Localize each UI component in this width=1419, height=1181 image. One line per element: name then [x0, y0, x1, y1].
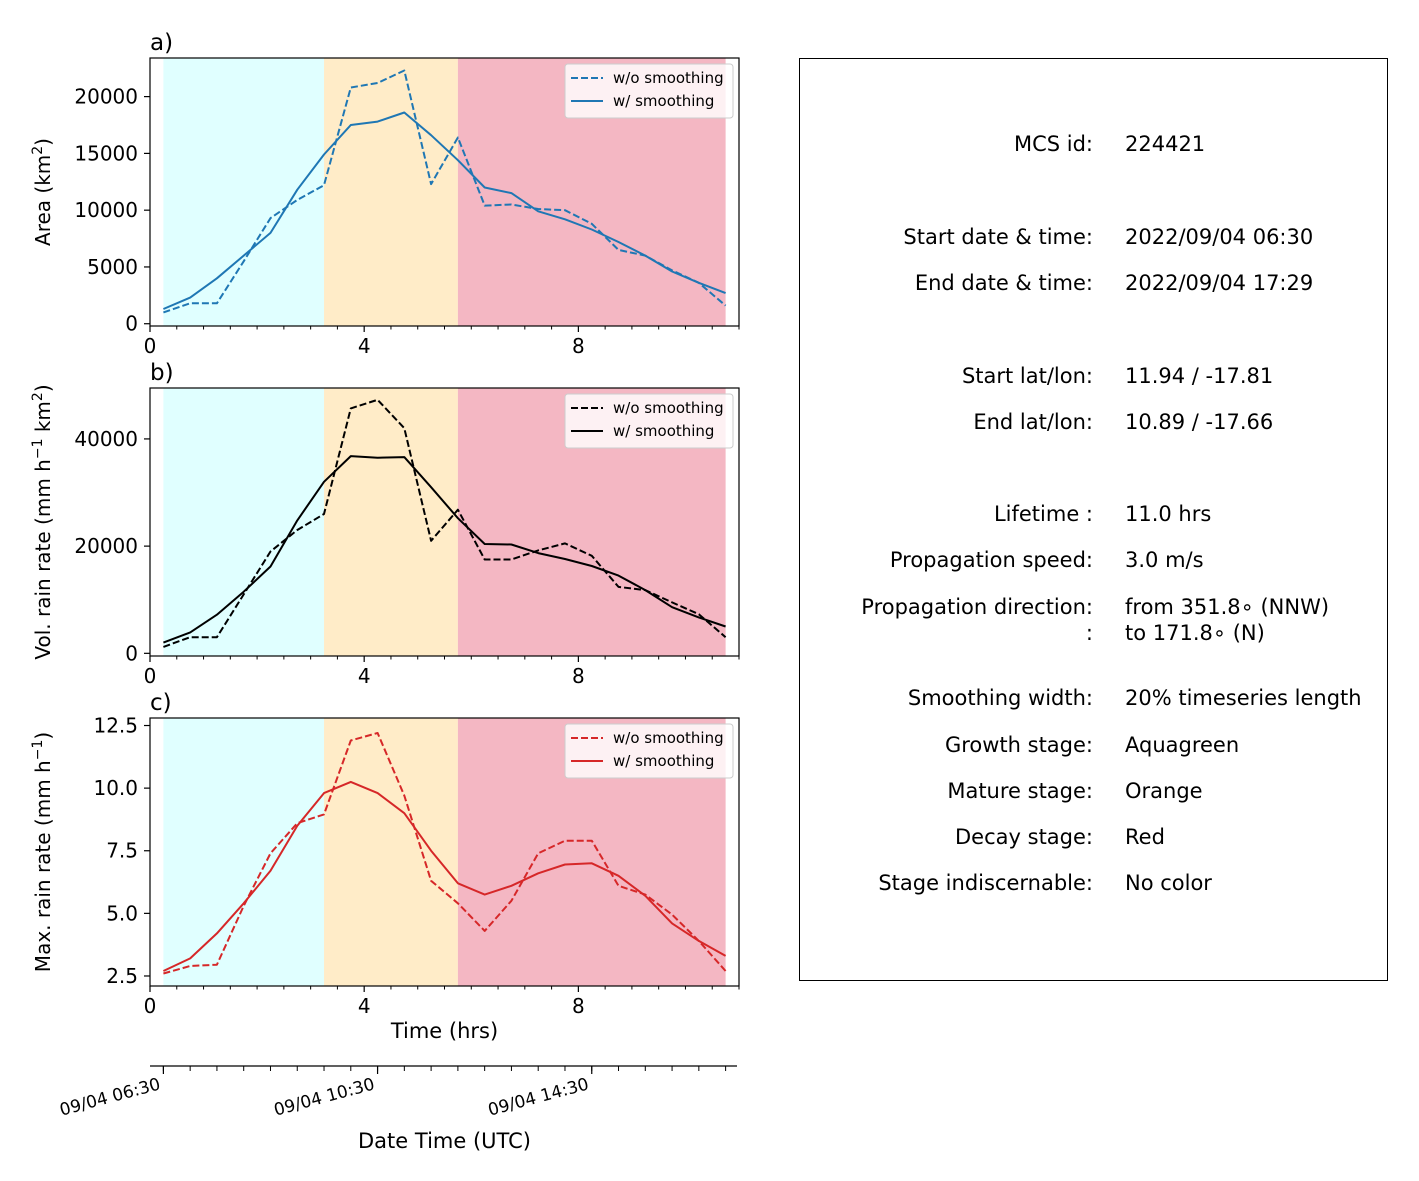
- y-tick-label: 12.5: [93, 714, 138, 738]
- legend-box: [564, 393, 734, 449]
- legend-label: w/o smoothing: [613, 729, 724, 747]
- info-key: Start lat/lon:: [961, 364, 1093, 388]
- info-panel: MCS id: 224421 Start date & time: 2022/0…: [799, 58, 1388, 981]
- y-axis-label-superscript: 2: [30, 392, 46, 401]
- series-line-unsmoothed: [163, 732, 727, 975]
- datetime-tick-label: 09/04 06:30: [58, 1075, 163, 1121]
- y-tick-label: 7.5: [106, 839, 138, 863]
- y-axis-label-text: ): [31, 138, 55, 146]
- info-key: Stage indiscernable:: [878, 871, 1093, 895]
- y-tick-label: 20000: [74, 534, 138, 558]
- y-axis-label-text: Vol. rain rate (mm h: [31, 459, 55, 660]
- y-tick-label: 10000: [74, 198, 138, 222]
- y-tick-label: 20000: [74, 85, 138, 109]
- info-key: Propagation direction:: [861, 595, 1093, 619]
- info-key: Propagation speed:: [889, 548, 1093, 572]
- info-key: Start date & time:: [903, 225, 1093, 249]
- stage-band-aquagreen: [163, 58, 325, 326]
- legend-label: w/ smoothing: [613, 92, 714, 110]
- y-tick-label: 0: [125, 641, 138, 665]
- y-tick-label: 0: [125, 312, 138, 336]
- info-value: 3.0 m/s: [1125, 548, 1204, 572]
- info-value: 11.94 / -17.81: [1125, 364, 1274, 388]
- info-value: Orange: [1125, 779, 1203, 803]
- y-tick-label: 10.0: [93, 776, 138, 800]
- info-key: Lifetime :: [993, 502, 1093, 526]
- x-axis-label: Time (hrs): [390, 1019, 498, 1043]
- x-tick-label: 8: [572, 334, 585, 358]
- info-key: MCS id:: [1013, 132, 1093, 156]
- legend-label: w/o smoothing: [613, 69, 724, 87]
- series-line-smoothed: [163, 111, 726, 310]
- y-axis-label: Area (km2): [30, 138, 55, 246]
- x-tick-label: 4: [358, 664, 371, 688]
- legend-box: [564, 63, 734, 119]
- y-axis-label-superscript: 2: [30, 146, 46, 155]
- y-axis-label-text: Area (km: [31, 155, 55, 246]
- info-key: Smoothing width:: [907, 686, 1093, 710]
- x-tick-label: 0: [144, 994, 157, 1018]
- info-value: 20% timeseries length: [1125, 686, 1362, 710]
- y-axis-label-text: ): [31, 732, 55, 740]
- x-tick-label: 0: [144, 664, 157, 688]
- info-value: 11.0 hrs: [1125, 502, 1212, 526]
- y-axis-label-superscript: −1: [30, 740, 46, 761]
- info-key: End lat/lon:: [973, 410, 1093, 434]
- x-tick-label: 8: [572, 994, 585, 1018]
- y-axis-label-text: ): [31, 384, 55, 392]
- legend-label: w/o smoothing: [613, 399, 724, 417]
- y-tick-label: 15000: [74, 141, 138, 165]
- info-value: 2022/09/04 17:29: [1125, 271, 1314, 295]
- y-axis-label-superscript: −1: [30, 439, 46, 460]
- y-axis-label-text: Max. rain rate (mm h: [31, 760, 55, 972]
- info-value: 224421: [1125, 132, 1206, 156]
- info-value: to 171.8∘ (N): [1125, 621, 1265, 645]
- y-tick-label: 2.5: [106, 964, 138, 988]
- info-key: Growth stage:: [944, 733, 1093, 757]
- x-tick-label: 4: [358, 334, 371, 358]
- datetime-axis-label: Date Time (UTC): [358, 1129, 531, 1153]
- panel-label: a): [150, 30, 173, 56]
- stage-band-orange: [324, 58, 458, 326]
- info-value: No color: [1125, 871, 1212, 895]
- info-key: Decay stage:: [955, 825, 1093, 849]
- y-tick-label: 5.0: [106, 901, 138, 925]
- info-value: Aquagreen: [1125, 733, 1240, 757]
- legend-box: [564, 723, 734, 779]
- legend-label: w/ smoothing: [613, 752, 714, 770]
- panel-label: c): [150, 690, 172, 716]
- y-tick-label: 5000: [87, 255, 138, 279]
- info-value: 10.89 / -17.66: [1125, 410, 1274, 434]
- stage-band-aquagreen: [163, 718, 325, 986]
- info-value: from 351.8∘ (NNW): [1125, 595, 1330, 619]
- info-key: Mature stage:: [947, 779, 1093, 803]
- x-tick-label: 0: [144, 334, 157, 358]
- stage-band-orange: [324, 388, 458, 656]
- stage-band-aquagreen: [163, 388, 325, 656]
- info-value: Red: [1125, 825, 1165, 849]
- series-line-smoothed: [162, 780, 727, 972]
- y-axis-label: Max. rain rate (mm h−1): [30, 732, 55, 972]
- series-line-unsmoothed: [163, 398, 727, 648]
- panel-label: b): [150, 360, 174, 386]
- y-tick-label: 40000: [74, 427, 138, 451]
- datetime-tick-label: 09/04 10:30: [272, 1075, 377, 1121]
- x-tick-label: 8: [572, 664, 585, 688]
- info-key: :: [1085, 621, 1093, 645]
- info-value: 2022/09/04 06:30: [1125, 225, 1314, 249]
- series-line-smoothed: [163, 455, 726, 644]
- x-tick-label: 4: [358, 994, 371, 1018]
- y-axis-label: Vol. rain rate (mm h−1 km2): [30, 384, 55, 659]
- info-key: End date & time:: [914, 271, 1093, 295]
- legend-label: w/ smoothing: [613, 422, 714, 440]
- y-axis-label-text: km: [31, 401, 55, 438]
- datetime-tick-label: 09/04 14:30: [486, 1075, 591, 1121]
- series-line-unsmoothed: [163, 69, 727, 314]
